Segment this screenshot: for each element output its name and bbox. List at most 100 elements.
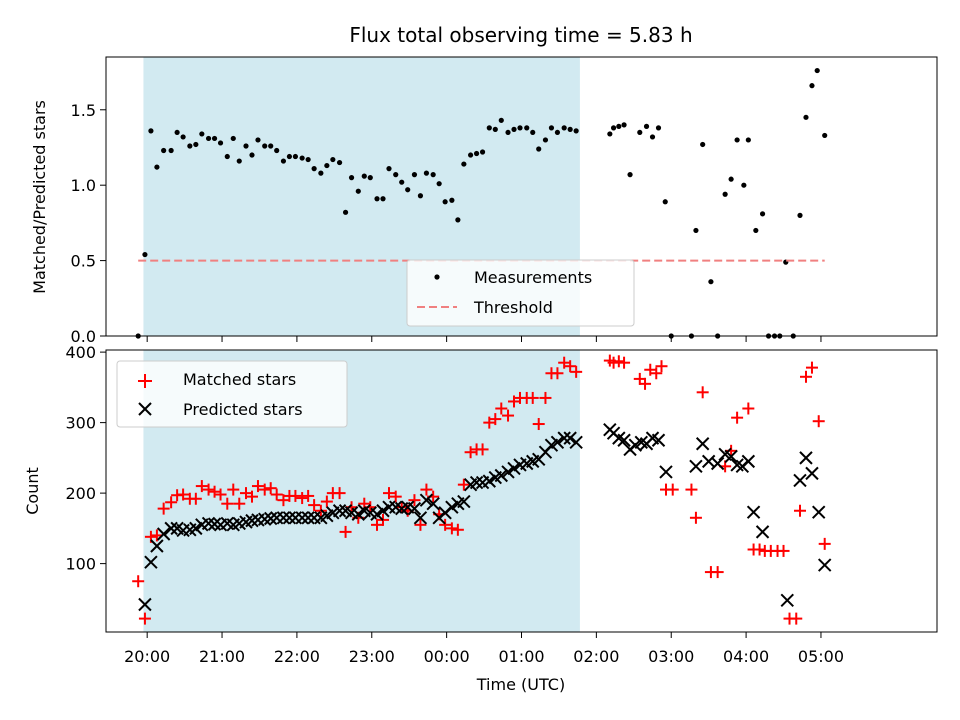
measurement-point-30: [324, 162, 330, 169]
x-tick-label-8: 04:00: [723, 647, 769, 666]
measurement-point-59: [505, 129, 511, 136]
ratio-x-ticks: [146, 336, 822, 342]
measurement-point-74: [621, 122, 627, 128]
matched-point-40: [382, 487, 395, 500]
measurement-point-4: [161, 147, 167, 154]
predicted-point-43: [407, 501, 422, 516]
measurement-point-54: [473, 150, 480, 157]
ratio-legend-box: [406, 259, 635, 327]
predicted-point-55: [482, 474, 497, 488]
matched-point-27: [302, 489, 315, 502]
predicted-point-80: [659, 465, 673, 479]
measurement-point-44: [411, 172, 418, 178]
measurement-point-68: [561, 125, 567, 131]
measurement-point-45: [417, 193, 424, 199]
predicted-point-93: [793, 473, 807, 488]
measurement-point-76: [637, 129, 643, 136]
matched-point-16: [233, 497, 246, 510]
matched-point-21: [264, 482, 277, 495]
matched-point-90: [742, 402, 755, 415]
measurement-point-17: [243, 143, 249, 149]
predicted-point-4: [164, 521, 178, 536]
matched-point-14: [221, 497, 234, 510]
matched-point-22: [270, 488, 283, 501]
matched-point-34: [345, 501, 358, 514]
measurement-point-10: [199, 131, 205, 137]
measurement-point-1: [142, 251, 148, 258]
measurement-point-69: [567, 126, 573, 132]
matched-point-83: [689, 511, 702, 524]
measurements-layer: [135, 67, 828, 339]
predicted-point-45: [419, 493, 434, 507]
measurement-point-34: [348, 175, 355, 181]
matched-point-65: [539, 391, 552, 404]
predicted-point-3: [156, 527, 171, 541]
matched-point-4: [157, 502, 170, 515]
matched-point-69: [564, 360, 577, 373]
counts-legend-box: [116, 360, 348, 428]
matched-point-72: [607, 356, 620, 369]
measurement-point-3: [154, 164, 160, 170]
measurement-point-39: [380, 196, 386, 202]
predicted-point-67: [557, 431, 571, 445]
measurement-point-63: [530, 129, 536, 136]
matched-point-20: [258, 483, 271, 496]
predicted-point-49: [445, 500, 459, 514]
matched-point-30: [320, 495, 333, 508]
predicted-point-2: [150, 539, 164, 553]
measurement-point-37: [367, 175, 373, 181]
ratio-y-ticks: 0.0 0.5 1.0 1.5: [71, 101, 106, 346]
measurement-point-33: [342, 209, 349, 215]
measurement-point-64: [536, 146, 542, 152]
matched-point-79: [655, 360, 668, 373]
matched-point-84: [696, 386, 709, 399]
measurement-point-9: [193, 141, 199, 148]
predicted-point-53: [469, 475, 484, 490]
measurement-point-102: [814, 67, 820, 74]
predicted-point-73: [617, 433, 631, 447]
measurement-point-21: [268, 143, 274, 149]
matched-point-89: [731, 411, 744, 424]
predicted-point-79: [651, 433, 666, 447]
measurement-point-89: [734, 137, 740, 143]
matched-point-67: [551, 367, 564, 380]
matched-point-0: [132, 575, 145, 588]
measurement-point-22: [274, 147, 280, 154]
measurement-point-20: [262, 143, 268, 149]
counts-y-ticks: 100 200 300 400: [65, 343, 106, 574]
predicted-point-26: [301, 511, 315, 525]
x-axis-label: Time (UTC): [476, 675, 565, 694]
threshold-legend-label: Threshold: [473, 298, 553, 317]
ratio-y-tick-label-3: 1.5: [71, 101, 96, 120]
measurement-point-52: [461, 161, 467, 167]
measurement-point-49: [442, 199, 448, 205]
measurement-point-5: [168, 147, 174, 154]
matched-point-15: [227, 483, 240, 496]
measurement-point-101: [809, 83, 815, 89]
measurement-point-2: [148, 128, 154, 134]
predicted-point-89: [741, 454, 756, 469]
measurement-point-55: [479, 149, 486, 155]
x-tick-label-4: 00:00: [424, 647, 470, 666]
x-tick-label-5: 01:00: [498, 647, 544, 666]
matched-point-96: [777, 544, 790, 557]
matched-point-49: [439, 518, 452, 531]
matched-point-12: [208, 485, 221, 498]
matched-point-57: [489, 413, 502, 426]
measurement-point-66: [548, 125, 555, 131]
matched-point-98: [790, 612, 803, 625]
measurement-point-83: [693, 227, 699, 234]
predicted-point-46: [426, 496, 440, 511]
matched-point-26: [296, 492, 309, 505]
x-tick-label-6: 02:00: [573, 647, 619, 666]
measurement-point-67: [554, 129, 561, 136]
measurement-point-23: [280, 158, 287, 164]
predicted-point-22: [276, 511, 291, 525]
measurement-point-12: [211, 135, 218, 142]
matched-point-28: [308, 499, 321, 512]
measurement-point-87: [722, 191, 728, 197]
matched-point-99: [793, 504, 806, 517]
counts-y-tick-label-2: 300: [65, 414, 96, 433]
measurement-point-58: [498, 117, 504, 123]
